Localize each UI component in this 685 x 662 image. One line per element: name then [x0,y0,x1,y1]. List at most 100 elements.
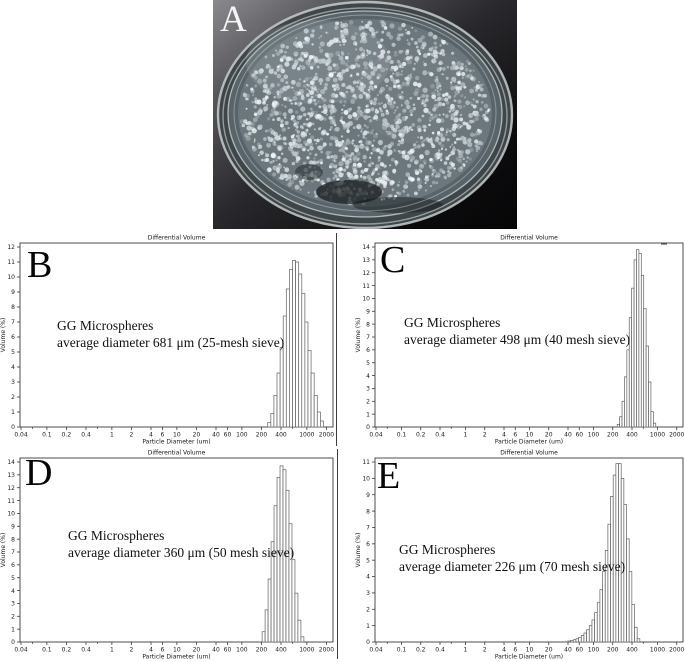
histogram-bar [596,602,601,643]
shadow-patch [295,164,323,180]
microsphere-beads [239,19,491,206]
histogram-bar [650,411,654,428]
x-tick-label: 6 [513,432,517,439]
histogram-bar [628,571,633,643]
x-tick-label: 1000 [650,647,665,654]
annotation-line2: average diameter 360 μm (50 mesh sieve) [68,544,295,560]
y-tick-label: 4 [366,373,370,380]
histogram-bar [580,635,585,643]
x-tick-label: 0.4 [435,647,445,654]
x-tick-label: 6 [513,647,517,654]
y-tick-label: 1 [366,623,370,630]
y-tick-label: 10 [7,511,15,518]
chart-title: Differential Volume [500,450,558,457]
histogram-bar [270,413,275,428]
histogram-bar [626,538,630,643]
y-axis-label: Volume (%) [0,318,7,353]
petri-dish-photo: A [213,0,517,229]
histogram-bar [567,640,572,643]
x-tick-label: 400 [275,647,287,654]
panel-divider [336,233,337,446]
histogram-bar [640,274,645,428]
chart-title: Differential Volume [500,235,558,242]
shadow-patch [353,197,443,213]
x-tick-label: 0.1 [397,432,407,439]
y-tick-label: 7 [366,334,370,341]
x-tick-label: 60 [575,647,583,654]
histogram-bar [594,612,598,643]
histogram-bar [634,626,638,643]
x-tick-label: 2000 [319,432,334,439]
histogram-bar [636,249,640,428]
y-tick-label: 5 [366,360,370,367]
y-tick-label: 12 [362,270,370,277]
y-tick-label: 1 [11,626,15,633]
histogram-bar [578,637,582,643]
y-tick-label: 10 [7,274,15,281]
y-tick-label: 2 [11,613,15,620]
y-tick-label: 8 [11,304,15,311]
x-tick-label: 0.04 [14,647,28,654]
x-tick-label: 20 [193,432,201,439]
panel-label-a: A [220,0,247,40]
histogram-bar [316,411,321,428]
histogram-bar [300,636,305,643]
x-tick-label: 40 [564,432,572,439]
y-axis-label: Volume (%) [355,318,362,353]
y-tick-label: 2 [366,606,370,613]
histogram-bar [273,395,278,428]
x-tick-label: 400 [275,432,287,439]
chart-panel-b: 0 1 2 3 4 5 6 7 8 9 10 11 12 0.04 0.1 0.2 0.4 1 2 4 6 10 20 40 6… [0,232,345,462]
y-tick-label: 5 [11,575,15,582]
x-tick-label: 0.04 [369,647,383,654]
chart-panel-e: 0 1 2 3 4 5 6 7 8 9 10 11 0.04 0.1 0.2 0.4 1 2 4 6 10 20 40 60 1… [340,447,685,662]
y-tick-label: 12 [7,485,15,492]
histogram-bar [261,631,266,643]
chart-title: Differential Volume [148,450,206,457]
x-tick-label: 6 [161,647,165,654]
y-tick-label: 11 [362,283,370,290]
x-tick-label: 200 [256,647,268,654]
x-tick-label: 2000 [669,432,684,439]
y-tick-label: 9 [366,492,370,499]
y-tick-label: 7 [11,319,15,326]
y-tick-label: 3 [366,386,370,393]
x-tick-label: 1000 [299,432,314,439]
histogram-bar [583,632,587,643]
histogram-bar [301,293,306,428]
x-tick-label: 4 [502,647,506,654]
histogram-bar [267,422,272,428]
y-tick-label: 7 [366,525,370,532]
x-tick-label: 0.04 [369,432,383,439]
y-tick-label: 8 [11,536,15,543]
histogram-bar [294,592,299,643]
x-tick-label: 400 [626,647,638,654]
x-tick-label: 0.1 [397,647,407,654]
histogram-bar [631,287,635,428]
histogram-bar [297,619,302,643]
y-tick-label: 11 [7,498,15,505]
y-tick-label: 0 [366,639,370,646]
x-tick-label: 200 [607,647,619,654]
x-tick-label: 20 [193,647,201,654]
x-tick-label: 60 [575,432,583,439]
panel-label-c: C [380,239,406,281]
x-tick-label: 0.1 [42,432,52,439]
y-tick-label: 5 [366,557,370,564]
histogram-bar [279,347,284,428]
shadow-patch [316,180,382,204]
histogram-bar [633,259,637,428]
y-tick-label: 9 [366,308,370,315]
y-tick-label: 3 [366,590,370,597]
histogram-bar [289,269,293,428]
petri-dish-image [213,0,517,229]
histogram-bar [652,422,657,428]
y-tick-label: 1 [11,409,15,416]
histogram-bar [572,639,577,643]
x-tick-label: 2000 [319,647,334,654]
histogram-bar [586,629,590,643]
histogram-bar [648,381,652,428]
